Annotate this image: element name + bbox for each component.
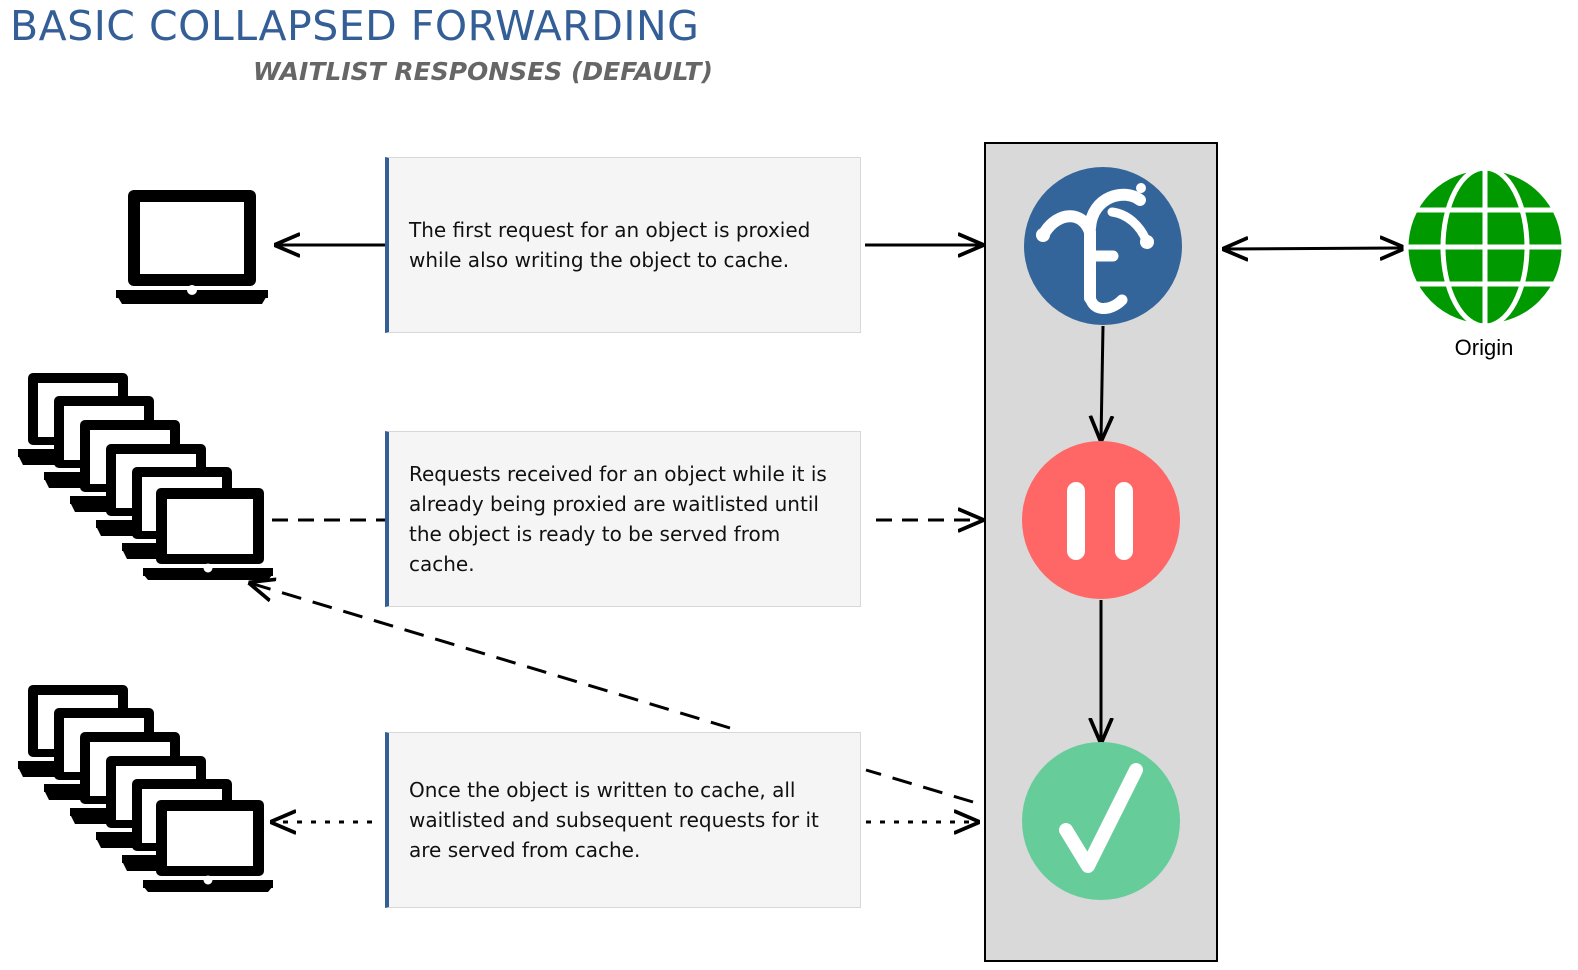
checkmark-icon — [1022, 742, 1180, 900]
arrow-down — [1101, 325, 1103, 440]
laptop-icon — [116, 190, 268, 304]
laptop-stack-icon — [18, 685, 273, 892]
arrow-origin-bidirectional — [1224, 248, 1404, 249]
step-description: The first request for an object is proxi… — [409, 218, 811, 272]
page-title: BASIC COLLAPSED FORWARDING — [10, 2, 700, 50]
arrow-waitlist-response — [250, 583, 731, 730]
fastly-logo-icon — [1024, 167, 1182, 325]
step-description-box: Requests received for an object while it… — [385, 431, 861, 607]
diagonal-dashed-line — [865, 768, 974, 804]
pause-icon — [1022, 441, 1180, 599]
origin-label: Origin — [1454, 335, 1514, 360]
step-description: Once the object is written to cache, all… — [409, 778, 819, 862]
step-description-box: Once the object is written to cache, all… — [385, 732, 861, 908]
globe-icon — [1403, 165, 1567, 329]
step-description-box: The first request for an object is proxi… — [385, 157, 861, 333]
page-subtitle: WAITLIST RESPONSES (DEFAULT) — [253, 57, 713, 86]
laptop-stack-icon — [18, 373, 273, 580]
step-description: Requests received for an object while it… — [409, 462, 827, 576]
